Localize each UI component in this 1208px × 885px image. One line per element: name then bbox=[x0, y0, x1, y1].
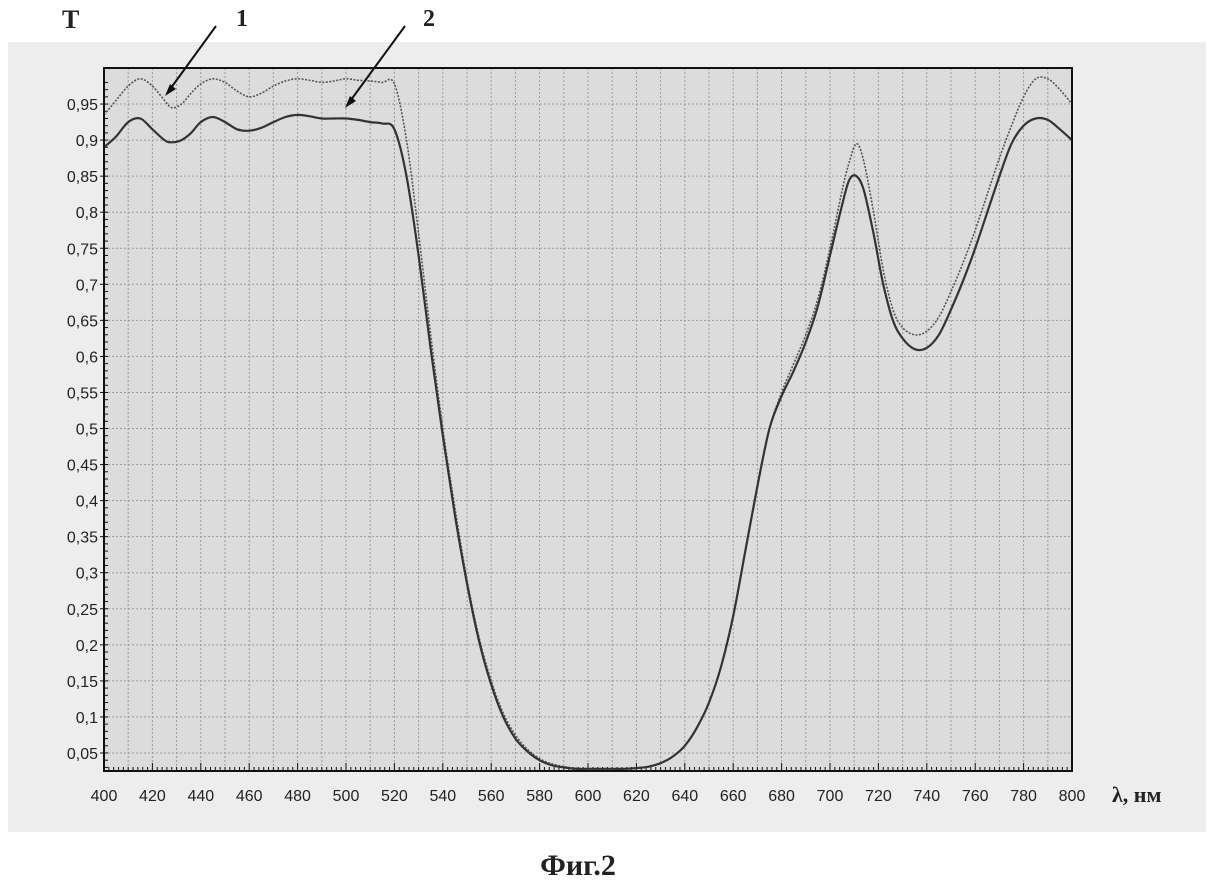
x-tick-label: 600 bbox=[575, 788, 602, 805]
y-tick-label: 0,05 bbox=[67, 746, 98, 763]
y-tick-label: 0,8 bbox=[76, 205, 98, 222]
y-tick-label: 0,4 bbox=[76, 494, 98, 511]
curve-label-2: 2 bbox=[423, 6, 435, 32]
x-tick-label: 540 bbox=[429, 788, 456, 805]
x-tick-label: 740 bbox=[913, 788, 940, 805]
x-tick-label: 480 bbox=[284, 788, 311, 805]
x-tick-label: 420 bbox=[139, 788, 166, 805]
x-tick-label: 580 bbox=[526, 788, 553, 805]
x-tick-label: 640 bbox=[671, 788, 698, 805]
y-tick-label: 0,1 bbox=[76, 710, 98, 727]
x-tick-label: 720 bbox=[865, 788, 892, 805]
y-tick-label: 0,5 bbox=[76, 422, 98, 439]
y-axis-title: T bbox=[62, 5, 79, 34]
curve-label-1: 1 bbox=[236, 6, 248, 32]
y-tick-label: 0,65 bbox=[67, 313, 98, 330]
x-tick-label: 620 bbox=[623, 788, 650, 805]
y-tick-label: 0,55 bbox=[67, 385, 98, 402]
y-tick-label: 0,75 bbox=[67, 241, 98, 258]
x-tick-label: 440 bbox=[187, 788, 214, 805]
x-tick-label: 520 bbox=[381, 788, 408, 805]
x-tick-labels: 400 420 440 460 480 500 520 540 560 580 600 620 640 6… bbox=[91, 788, 1086, 805]
x-tick-label: 660 bbox=[720, 788, 747, 805]
x-tick-label: 460 bbox=[236, 788, 263, 805]
figure-caption: Фиг.2 bbox=[540, 849, 616, 882]
x-tick-label: 500 bbox=[333, 788, 360, 805]
y-tick-label: 0,35 bbox=[67, 530, 98, 547]
y-tick-label: 0,9 bbox=[76, 133, 98, 150]
y-tick-label: 0,3 bbox=[76, 566, 98, 583]
x-tick-label: 700 bbox=[817, 788, 844, 805]
y-tick-label: 0,6 bbox=[76, 349, 98, 366]
y-tick-label: 0,2 bbox=[76, 638, 98, 655]
x-tick-label: 780 bbox=[1010, 788, 1037, 805]
y-tick-label: 0,15 bbox=[67, 674, 98, 691]
x-tick-label: 400 bbox=[91, 788, 118, 805]
y-tick-label: 0,7 bbox=[76, 277, 98, 294]
x-tick-label: 760 bbox=[962, 788, 989, 805]
y-tick-label: 0,95 bbox=[67, 97, 98, 114]
x-tick-label: 680 bbox=[768, 788, 795, 805]
y-tick-label: 0,85 bbox=[67, 169, 98, 186]
x-tick-label: 800 bbox=[1059, 788, 1086, 805]
x-axis-title: λ, нм bbox=[1112, 782, 1161, 807]
y-tick-label: 0,45 bbox=[67, 458, 98, 475]
x-tick-label: 560 bbox=[478, 788, 505, 805]
y-tick-label: 0,25 bbox=[67, 602, 98, 619]
